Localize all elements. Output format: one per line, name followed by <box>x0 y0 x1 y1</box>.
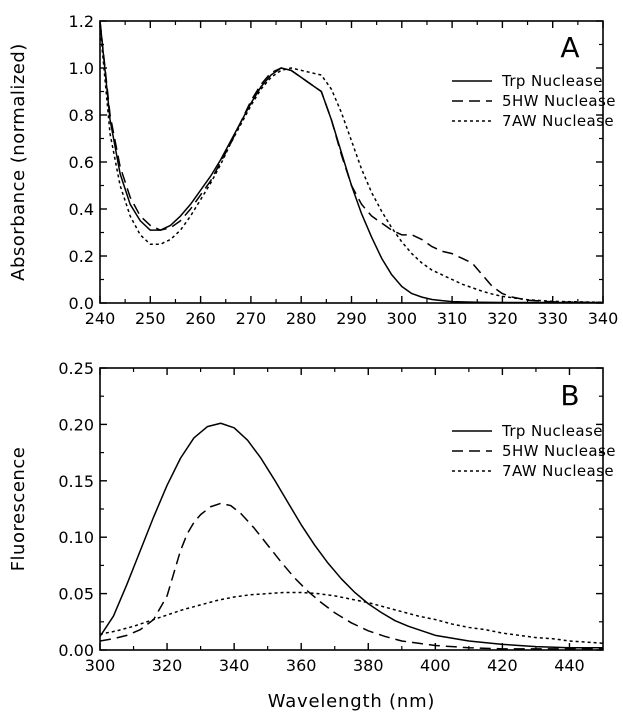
x-tick-label: 400 <box>420 656 451 675</box>
x-tick-label: 280 <box>286 309 317 328</box>
y-axis-label: Fluorescence <box>8 447 29 572</box>
y-tick-label: 0.4 <box>69 200 94 219</box>
y-tick-label: 1.2 <box>69 12 94 31</box>
panel-label: B <box>560 379 579 412</box>
x-tick-label: 420 <box>487 656 518 675</box>
panel-b: 0.00 0.05 0.10 0.15 0.20 0.25 300 320 340 360 380 4… <box>8 359 616 712</box>
series-line-trp <box>100 422 603 649</box>
y-tick-label: 0.6 <box>69 153 94 172</box>
y-tick-label: 0.05 <box>58 585 94 604</box>
x-tick-label: 360 <box>286 656 317 675</box>
x-tick-label: 320 <box>152 656 183 675</box>
legend-label: Trp Nuclease <box>501 422 603 440</box>
panel-a: 0.0 0.2 0.4 0.6 0.8 1.0 1.2 240 250 260 270 280 290 3… <box>8 12 618 328</box>
x-tick-label: 310 <box>437 309 468 328</box>
y-tick-label: 0.2 <box>69 247 94 266</box>
x-tick-label: 340 <box>588 309 619 328</box>
panel-label: A <box>560 31 579 64</box>
y-tick-label: 0.20 <box>58 415 94 434</box>
y-tick-label: 0.0 <box>69 294 94 313</box>
x-tick-label: 240 <box>85 309 116 328</box>
x-tick-label: 260 <box>185 309 216 328</box>
x-axis-label: Wavelength (nm) <box>268 691 436 712</box>
series-line-5hw <box>100 502 603 650</box>
x-tick-label: 290 <box>336 309 367 328</box>
y-tick-label: 0.00 <box>58 641 94 660</box>
x-tick-label: 300 <box>387 309 418 328</box>
series-line-5hw <box>100 21 603 303</box>
series-line-7aw <box>100 591 603 644</box>
x-tick-label: 300 <box>85 656 116 675</box>
x-tick-label: 340 <box>219 656 250 675</box>
plot-frame <box>99 367 604 651</box>
legend-label: 5HW Nuclease <box>502 442 616 460</box>
x-tick-label: 440 <box>554 656 585 675</box>
y-tick-label: 0.10 <box>58 528 94 547</box>
x-tick-label: 250 <box>135 309 166 328</box>
legend-label: 7AW Nuclease <box>502 462 614 480</box>
y-tick-label: 0.15 <box>58 472 94 491</box>
legend-label: Trp Nuclease <box>501 72 603 90</box>
legend-label: 5HW Nuclease <box>502 92 616 110</box>
plot-frame <box>99 20 604 304</box>
x-tick-label: 380 <box>353 656 384 675</box>
series-line-7aw <box>100 25 603 303</box>
series-line-trp <box>100 21 603 303</box>
y-axis-label: Absorbance (normalized) <box>8 43 29 281</box>
y-tick-label: 0.8 <box>69 106 94 125</box>
y-tick-label: 0.25 <box>58 359 94 378</box>
x-tick-label: 270 <box>236 309 267 328</box>
legend-label: 7AW Nuclease <box>502 112 614 130</box>
x-tick-label: 320 <box>487 309 518 328</box>
y-tick-label: 1.0 <box>69 59 94 78</box>
x-tick-label: 330 <box>537 309 568 328</box>
